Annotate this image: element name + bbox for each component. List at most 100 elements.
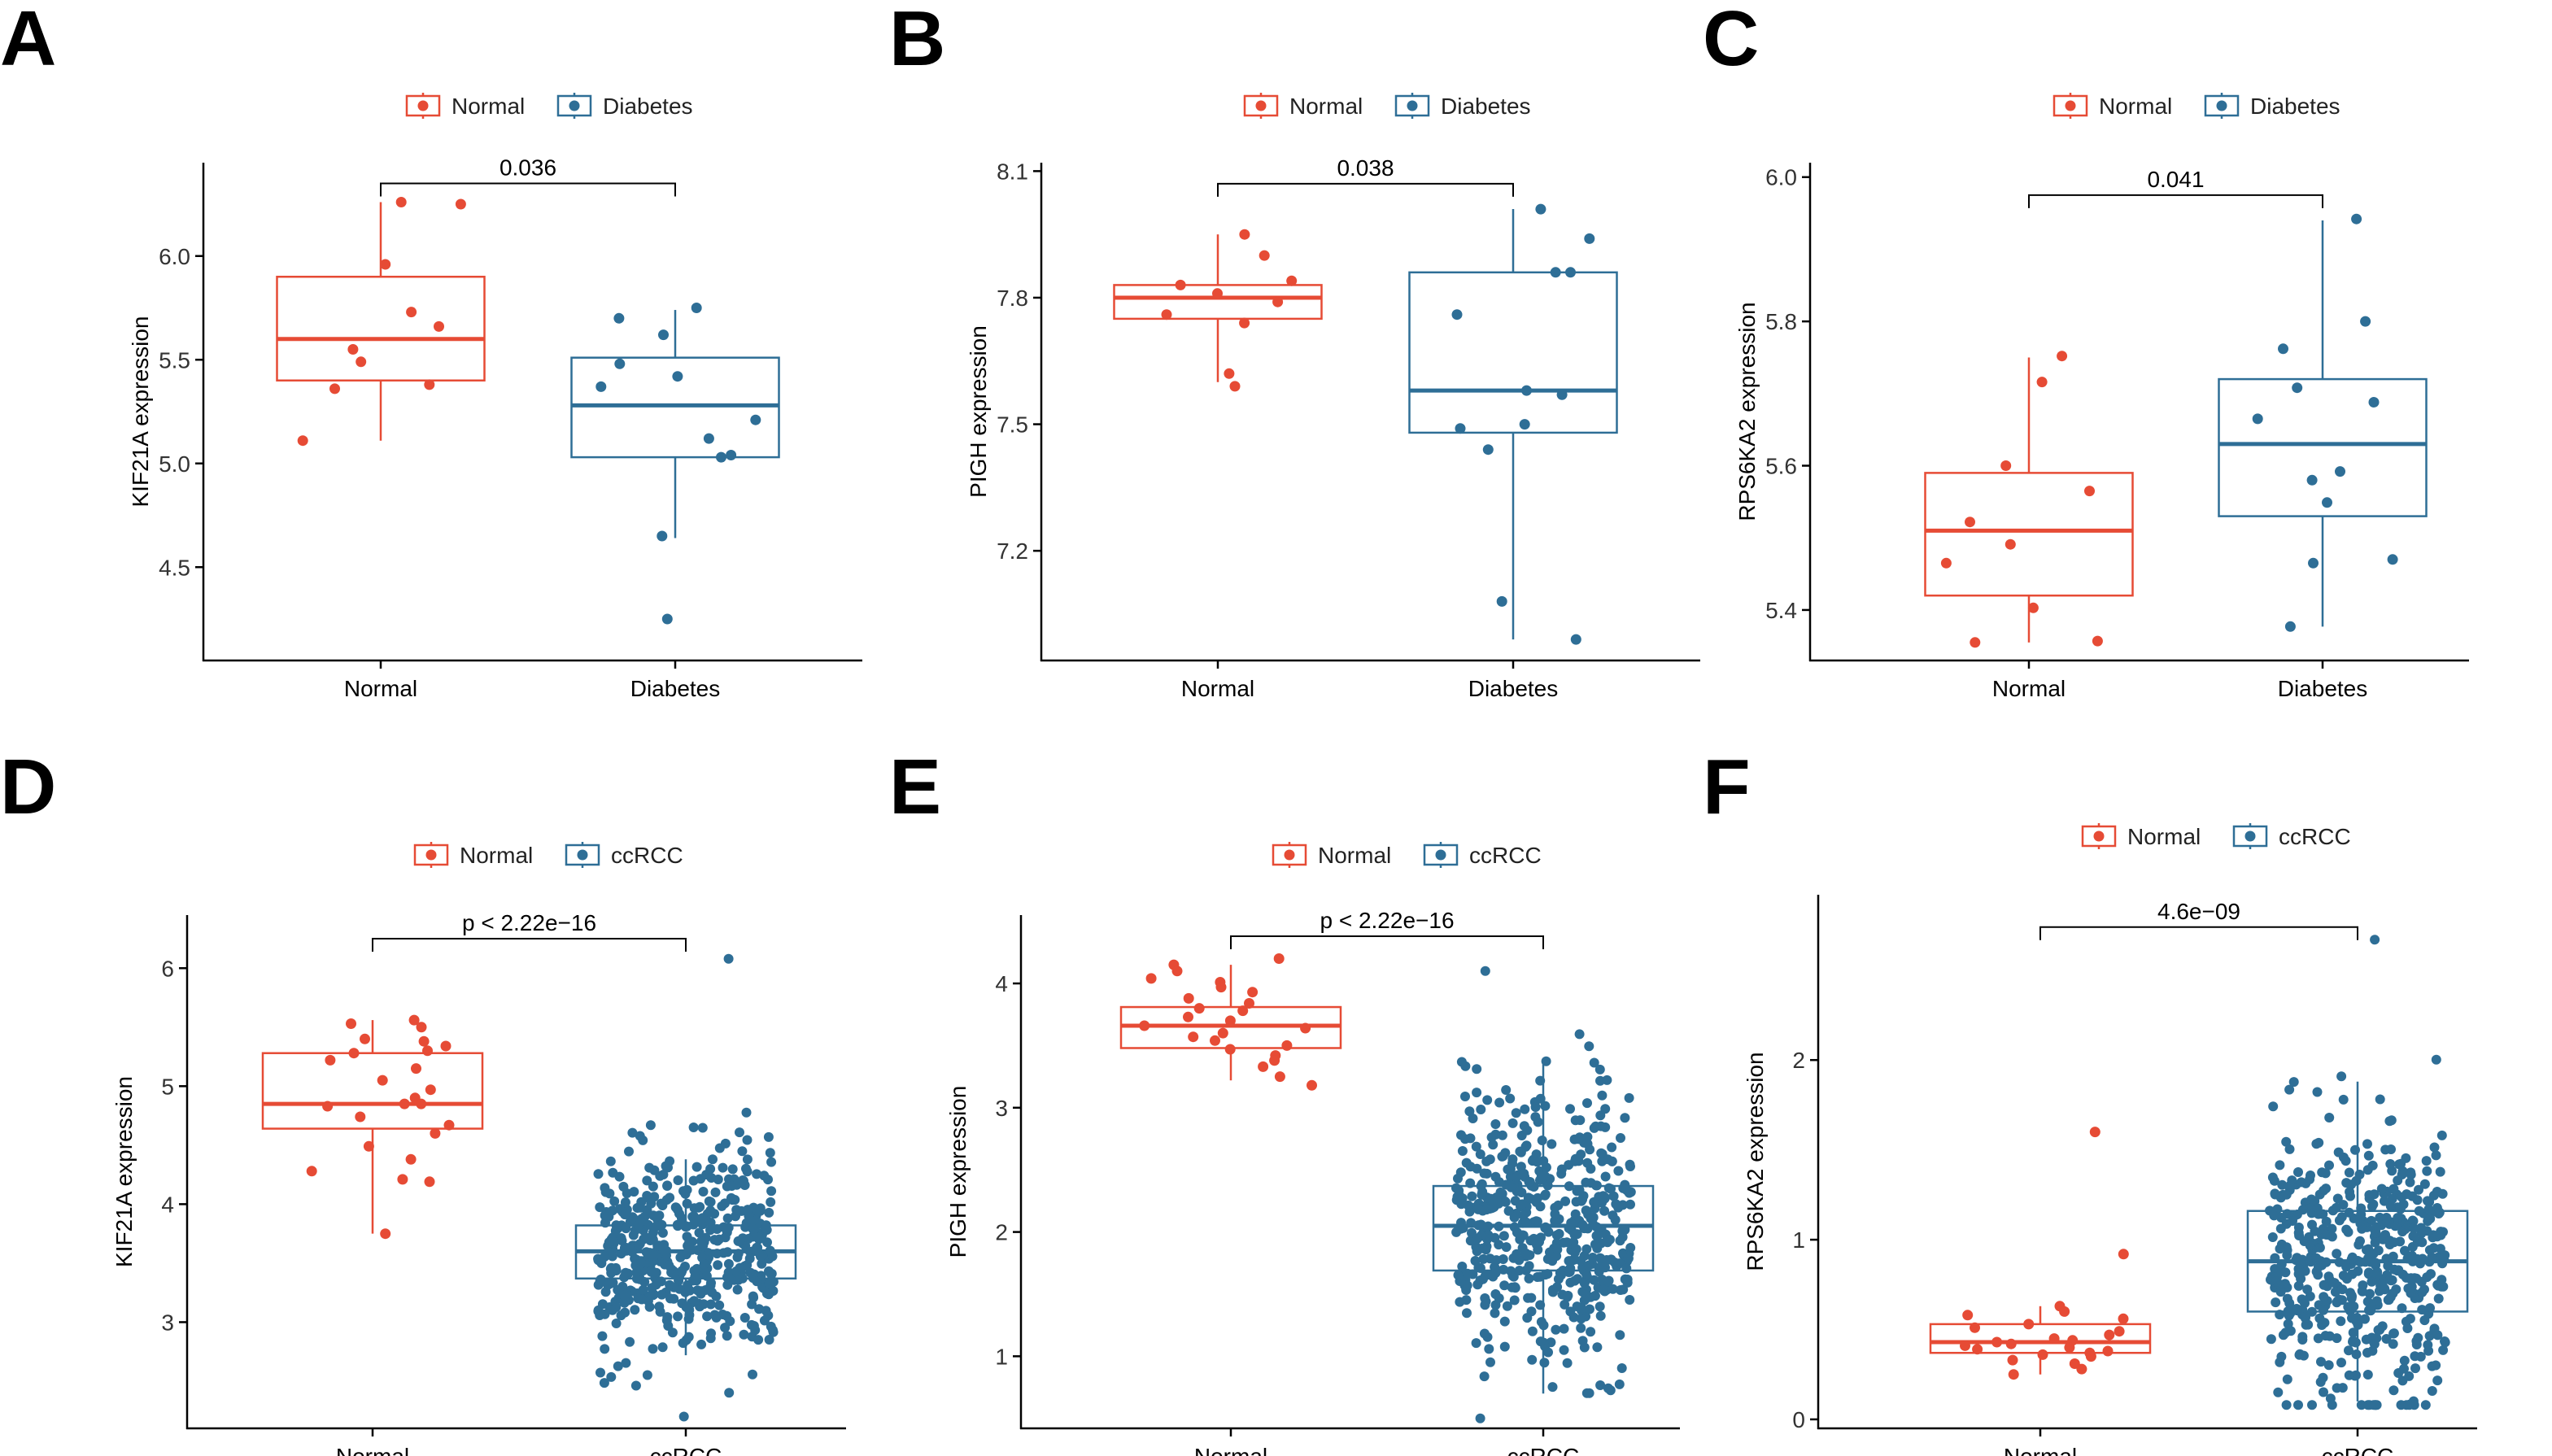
- data-point: [1471, 1141, 1481, 1152]
- data-point: [1464, 1106, 1475, 1117]
- data-point: [1556, 389, 1568, 400]
- data-point: [750, 414, 761, 425]
- data-point: [620, 1197, 630, 1208]
- data-point: [676, 1267, 687, 1278]
- data-point: [1224, 368, 1235, 379]
- series-ccrcc: [1432, 966, 1655, 1423]
- data-point: [1516, 1188, 1527, 1197]
- data-point: [2439, 1254, 2449, 1265]
- data-point: [2285, 1180, 2296, 1191]
- data-point: [1161, 309, 1172, 320]
- data-point: [1625, 1187, 1636, 1197]
- data-point: [2417, 1305, 2428, 1315]
- legend: Normal ccRCC: [2081, 823, 2351, 849]
- significance-bracket: [1217, 182, 1514, 197]
- data-point: [2317, 1167, 2327, 1178]
- box: [276, 276, 486, 381]
- data-point: [2291, 1305, 2301, 1315]
- data-point: [1520, 1248, 1531, 1258]
- data-point: [2406, 1170, 2416, 1180]
- data-point: [2008, 1369, 2019, 1380]
- data-point: [2307, 1306, 2317, 1317]
- data-point: [716, 451, 726, 463]
- data-point: [1466, 1218, 1477, 1228]
- data-point: [2387, 1166, 2397, 1176]
- y-tick-label: 6.0: [1765, 165, 1797, 190]
- data-point: [627, 1127, 638, 1138]
- data-point: [1533, 1117, 1543, 1127]
- data-point: [1576, 1255, 1586, 1266]
- legend-dot: [2244, 830, 2256, 842]
- data-point: [2347, 1252, 2358, 1262]
- data-point: [2408, 1231, 2419, 1241]
- data-point: [1503, 1205, 1514, 1216]
- data-point: [1217, 1027, 1228, 1039]
- data-point: [2368, 397, 2380, 408]
- data-point: [1239, 229, 1250, 240]
- data-point: [1499, 1316, 1510, 1327]
- legend-item-normal: Normal: [2081, 823, 2201, 849]
- y-tick-label: 5.0: [159, 451, 190, 477]
- p-value-label: p < 2.22e−16: [462, 910, 596, 935]
- data-point: [2296, 1274, 2306, 1284]
- data-point: [658, 329, 669, 341]
- data-point: [1212, 288, 1223, 299]
- data-point: [1598, 1284, 1608, 1295]
- data-point: [380, 1228, 391, 1240]
- data-point: [2354, 1170, 2365, 1179]
- data-point: [657, 1201, 668, 1210]
- data-point: [706, 1278, 716, 1288]
- data-point: [2378, 1276, 2388, 1287]
- data-point: [2348, 1327, 2358, 1338]
- data-point: [1224, 1044, 1236, 1055]
- data-point: [2270, 1253, 2280, 1263]
- data-point: [733, 1249, 744, 1259]
- data-point: [2360, 316, 2371, 327]
- data-point: [2279, 1279, 2290, 1289]
- legend-item-ccrcc: ccRCC: [2232, 823, 2351, 849]
- data-point: [1594, 1253, 1605, 1263]
- data-point: [1602, 1075, 1612, 1085]
- data-point: [1547, 1382, 1558, 1393]
- x-tick-label: Diabetes: [2278, 676, 2368, 701]
- data-point: [690, 1215, 700, 1226]
- data-point: [1472, 1064, 1482, 1075]
- legend-item-normal: Normal: [2053, 93, 2172, 119]
- y-tick-label: 6.0: [159, 244, 190, 269]
- data-point: [625, 1336, 635, 1347]
- data-point: [648, 1344, 658, 1354]
- data-point: [2423, 1340, 2433, 1350]
- data-point: [1512, 1172, 1521, 1183]
- data-point: [742, 1154, 753, 1165]
- data-point: [2023, 1319, 2035, 1330]
- data-point: [624, 1244, 635, 1253]
- data-point: [2436, 1275, 2447, 1285]
- data-point: [1300, 1022, 1311, 1034]
- data-point: [2319, 1305, 2328, 1315]
- data-point: [1490, 1289, 1501, 1299]
- data-point: [1591, 1180, 1601, 1191]
- data-point: [2332, 1333, 2342, 1344]
- y-axis-title: RPS6KA2 expression: [1734, 302, 1760, 521]
- y-tick-label: 5.6: [1765, 454, 1797, 479]
- data-point: [297, 435, 308, 447]
- data-point: [726, 450, 737, 460]
- data-point: [1575, 1115, 1586, 1126]
- data-point: [766, 1321, 776, 1332]
- data-point: [613, 312, 625, 324]
- data-point: [621, 1358, 631, 1368]
- data-point: [710, 1187, 721, 1197]
- data-point: [1518, 1210, 1529, 1221]
- y-axis-title: KIF21A expression: [128, 316, 153, 507]
- data-point: [1480, 1300, 1490, 1310]
- data-point: [657, 1289, 667, 1300]
- series-diabetes: [2218, 213, 2428, 632]
- panel-label: C: [1703, 0, 1759, 82]
- data-point: [356, 356, 367, 368]
- data-point: [1484, 1344, 1494, 1354]
- data-point: [1528, 1154, 1538, 1165]
- data-point: [599, 1378, 609, 1388]
- data-point: [2293, 1167, 2303, 1177]
- data-point: [648, 1181, 658, 1192]
